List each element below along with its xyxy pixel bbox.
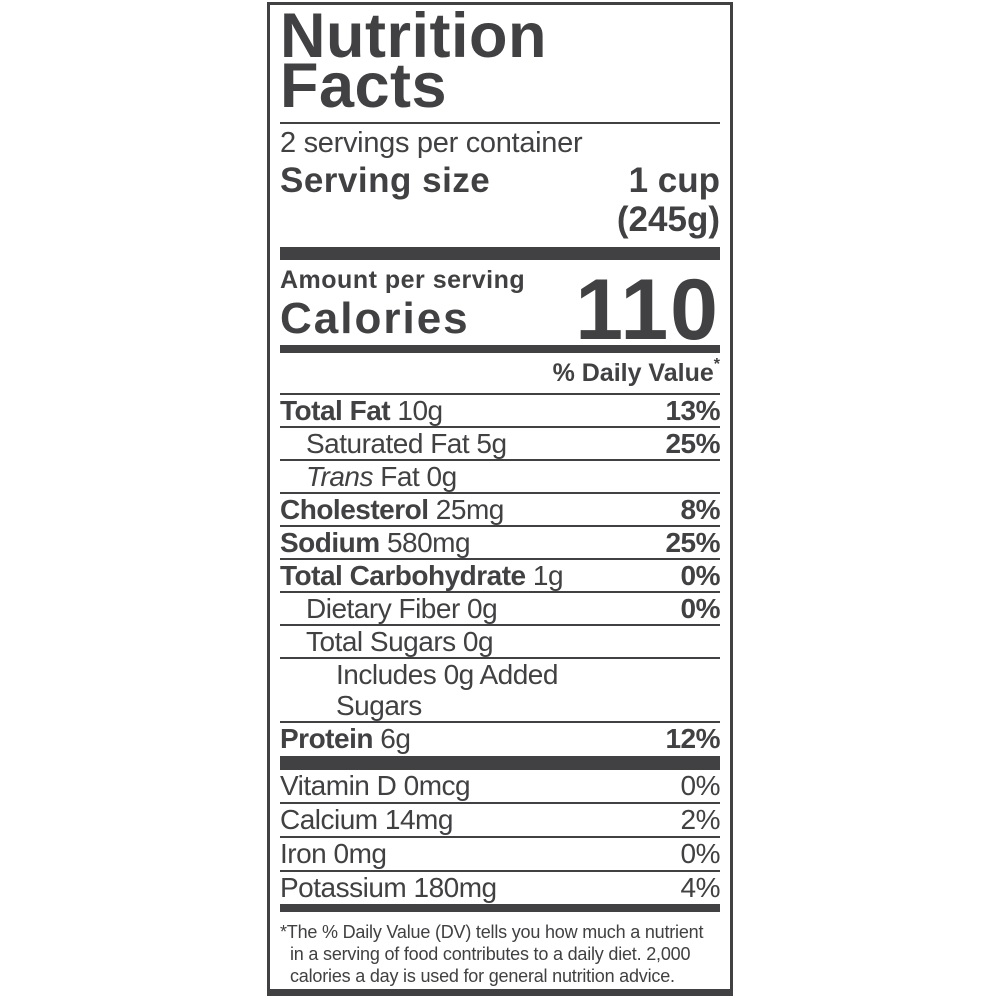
title-line-1: Nutrition xyxy=(280,1,547,71)
calories-left: Amount per serving Calories xyxy=(280,265,525,343)
divider-thick xyxy=(280,247,720,260)
nutrient-row-trans-fat: Trans Fat 0g xyxy=(280,461,720,494)
nutrient-name: Dietary Fiber 0g xyxy=(306,593,498,624)
nutrient-daily-value: 0% xyxy=(680,560,721,591)
daily-value-text: % Daily Value xyxy=(552,359,714,387)
nutrient-row-sodium: Sodium 580mg 25% xyxy=(280,527,720,560)
vitamin-daily-value: 2% xyxy=(680,804,721,835)
nutrient-daily-value: 0% xyxy=(680,593,721,624)
vitamin-daily-value: 4% xyxy=(680,872,721,903)
divider-thick xyxy=(280,756,720,770)
nutrient-name: Total Fat 10g xyxy=(280,395,443,426)
nutrient-row-dietary-fiber: Dietary Fiber 0g 0% xyxy=(280,593,721,626)
vitamin-name: Vitamin D 0mcg xyxy=(280,770,471,801)
vitamin-daily-value: 0% xyxy=(680,838,721,869)
serving-size-value-line-2: (245g) xyxy=(616,200,720,239)
vitamin-name: Iron 0mg xyxy=(280,838,387,869)
nutrient-row-total-sugars: Total Sugars 0g xyxy=(280,626,720,659)
nutrient-name: Total Carbohydrate 1g xyxy=(280,560,564,591)
nutrient-name: Cholesterol 25mg xyxy=(280,494,504,525)
nutrient-daily-value: 13% xyxy=(665,395,720,426)
nutrition-facts-label: Nutrition Facts 2 servings per container… xyxy=(267,2,733,996)
nutrient-daily-value: 25% xyxy=(665,527,720,558)
title-line-2: Facts xyxy=(280,51,448,121)
divider-medium xyxy=(280,345,720,353)
vitamin-name: Potassium 180mg xyxy=(280,872,497,903)
nutrient-daily-value: 12% xyxy=(665,723,720,754)
nutrient-name: Includes 0g Added Sugars xyxy=(336,659,558,721)
serving-size-value: 1 cup (245g) xyxy=(617,161,720,239)
calories-label: Calories xyxy=(280,294,470,343)
vitamin-row-vitamin-d: Vitamin D 0mcg 0% xyxy=(280,770,721,804)
label-title: Nutrition Facts xyxy=(280,1,720,121)
servings-per-container: 2 servings per container xyxy=(280,127,583,159)
nutrient-daily-value: 25% xyxy=(665,428,720,459)
daily-value-footnote: *The % Daily Value (DV) tells you how mu… xyxy=(280,922,704,986)
vitamin-row-iron: Iron 0mg 0% xyxy=(280,838,721,872)
nutrient-row-total-carbohydrate: Total Carbohydrate 1g 0% xyxy=(280,560,721,593)
nutrient-name: Sodium 580mg xyxy=(280,527,471,558)
vitamin-row-calcium: Calcium 14mg 2% xyxy=(280,804,721,838)
nutrient-row-total-fat: Total Fat 10g 13% xyxy=(280,395,720,428)
nutrient-name: Total Sugars 0g xyxy=(306,626,494,657)
serving-size-row: Serving size 1 cup (245g) xyxy=(280,161,720,239)
serving-size-label: Serving size xyxy=(280,161,491,200)
amount-per-serving: Amount per serving xyxy=(280,266,526,294)
calories-value: 110 xyxy=(575,262,720,358)
nutrient-row-saturated-fat: Saturated Fat 5g 25% xyxy=(280,428,720,461)
nutrient-row-protein: Protein 6g 12% xyxy=(280,723,720,754)
nutrient-name: Protein 6g xyxy=(280,723,411,754)
nutrient-daily-value: 8% xyxy=(680,494,721,525)
daily-value-header: % Daily Value* xyxy=(280,353,720,395)
divider-medium xyxy=(280,904,720,912)
divider-hairline xyxy=(280,122,720,124)
daily-value-asterisk: * xyxy=(713,356,720,373)
nutrient-name: Trans Fat 0g xyxy=(306,461,457,492)
nutrient-name: Saturated Fat 5g xyxy=(306,428,507,459)
nutrient-row-cholesterol: Cholesterol 25mg 8% xyxy=(280,494,721,527)
vitamin-row-potassium: Potassium 180mg 4% xyxy=(280,872,721,904)
calories-section: Amount per serving Calories 110 xyxy=(280,260,720,353)
nutrient-row-added-sugars: Includes 0g Added Sugars xyxy=(280,659,720,723)
vitamin-name: Calcium 14mg xyxy=(280,804,453,835)
vitamin-daily-value: 0% xyxy=(680,770,721,801)
serving-size-value-line-1: 1 cup xyxy=(628,161,720,200)
